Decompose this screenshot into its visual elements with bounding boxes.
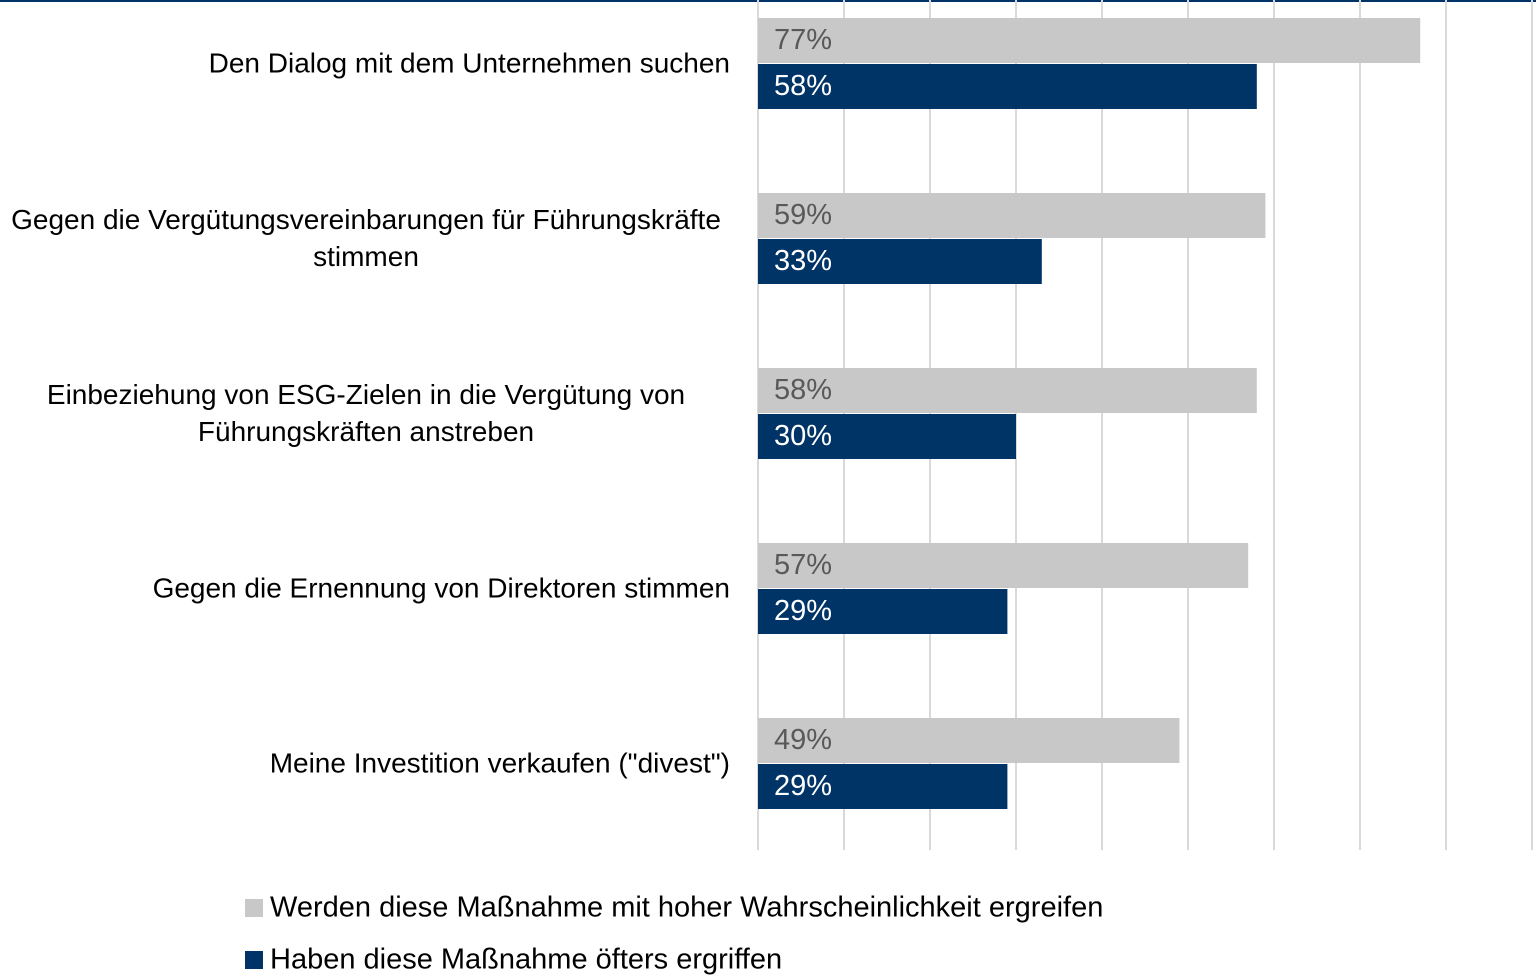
value-label: 58% <box>774 374 832 406</box>
bar <box>758 64 1257 109</box>
value-label: 49% <box>774 724 832 756</box>
bar <box>758 543 1249 588</box>
category-label: Gegen die Ernennung von Direktoren stimm… <box>152 572 730 604</box>
value-label: 58% <box>774 70 832 102</box>
value-label: 29% <box>774 595 832 627</box>
category-label: Einbeziehung von ESG-Zielen in die Vergü… <box>46 379 686 447</box>
bar <box>758 239 1042 284</box>
category-label: Gegen die Vergütungsvereinbarungen für F… <box>11 204 721 272</box>
legend-label: Haben diese Maßnahme öfters ergriffen <box>270 944 782 976</box>
top-rule <box>0 0 1536 2</box>
bar <box>758 414 1016 459</box>
bar <box>758 589 1008 634</box>
category-label: Meine Investition verkaufen ("divest") <box>269 747 730 779</box>
bar <box>758 193 1266 238</box>
bar <box>758 764 1008 809</box>
value-label: 29% <box>774 770 832 802</box>
value-label: 33% <box>774 245 832 277</box>
bar <box>758 18 1421 63</box>
bar <box>758 368 1257 413</box>
legend-swatch <box>245 899 263 917</box>
value-label: 77% <box>774 24 832 56</box>
legend-label: Werden diese Maßnahme mit hoher Wahrsche… <box>270 892 1103 924</box>
bar <box>758 718 1180 763</box>
value-label: 57% <box>774 549 832 581</box>
category-label: Den Dialog mit dem Unternehmen suchen <box>208 47 730 79</box>
value-label: 30% <box>774 420 832 452</box>
legend-swatch <box>245 951 263 969</box>
value-label: 59% <box>774 199 832 231</box>
